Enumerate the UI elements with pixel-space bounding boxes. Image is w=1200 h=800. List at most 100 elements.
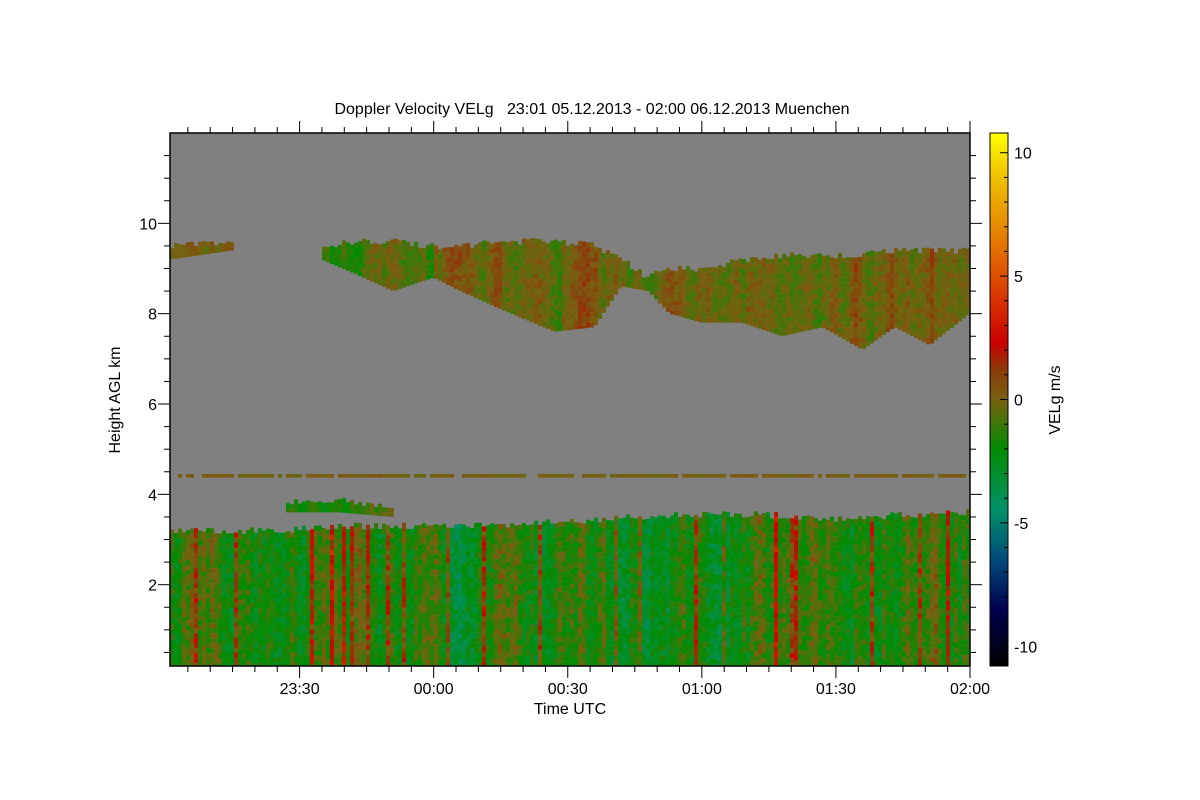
heatmap-cell [602, 612, 606, 618]
heatmap-cell [706, 512, 710, 518]
heatmap-cell [274, 652, 278, 658]
heatmap-cell [226, 608, 230, 614]
heatmap-cell [838, 571, 842, 577]
heatmap-cell [250, 562, 254, 568]
heatmap-cell [750, 630, 754, 636]
heatmap-cell [626, 664, 630, 666]
heatmap-cell [490, 593, 494, 599]
heatmap-cell [638, 646, 642, 652]
heatmap-cell [178, 558, 182, 564]
heatmap-cell [458, 524, 462, 529]
heatmap-cell [826, 609, 830, 615]
heatmap-cell [542, 656, 546, 662]
heatmap-cell [850, 574, 854, 580]
heatmap-cell [482, 616, 486, 622]
heatmap-cell [294, 636, 298, 642]
heatmap-cell [622, 522, 626, 528]
heatmap-cell [774, 592, 778, 597]
heatmap-cell [678, 536, 682, 542]
heatmap-cell [678, 636, 682, 642]
heatmap-cell [262, 590, 266, 596]
heatmap-cell [378, 624, 382, 629]
heatmap-cell [594, 517, 598, 523]
heatmap-cell [466, 621, 470, 627]
heatmap-cell [462, 529, 466, 535]
heatmap-cell [422, 603, 426, 609]
heatmap-cell [262, 605, 266, 611]
heatmap-cell [550, 658, 554, 664]
heatmap-cell [522, 548, 526, 554]
heatmap-cell [342, 586, 346, 592]
heatmap-cell [554, 548, 558, 554]
heatmap-cell [286, 631, 290, 636]
heatmap-cell [478, 567, 482, 573]
heatmap-cell [586, 544, 590, 550]
heatmap-cell [550, 603, 554, 609]
heatmap-cell [630, 552, 634, 558]
heatmap-cell [362, 594, 366, 600]
heatmap-cell [246, 600, 250, 605]
heatmap-cell [550, 583, 554, 589]
heatmap-cell [430, 555, 434, 561]
heatmap-cell [746, 572, 750, 578]
heatmap-cell [398, 633, 402, 639]
heatmap-cell [778, 618, 782, 624]
heatmap-cell [394, 600, 398, 606]
heatmap-cell [458, 624, 462, 629]
heatmap-cell [194, 623, 198, 629]
heatmap-cell [382, 523, 386, 529]
heatmap-cell [242, 548, 246, 554]
heatmap-cell [258, 613, 262, 619]
heatmap-cell [642, 654, 646, 660]
heatmap-cell [634, 613, 638, 619]
heatmap-cell [194, 608, 198, 614]
heatmap-cell [294, 556, 298, 562]
heatmap-cell [746, 607, 750, 613]
heatmap-cell [590, 555, 594, 561]
heatmap-cell [406, 639, 410, 644]
heatmap-cell [730, 652, 734, 657]
heatmap-cell [682, 659, 686, 665]
heatmap-cell [442, 573, 446, 579]
heatmap-cell [730, 527, 734, 532]
heatmap-cell [342, 526, 346, 532]
heatmap-cell [786, 538, 790, 544]
heatmap-cell [602, 522, 606, 528]
heatmap-cell [602, 557, 606, 563]
heatmap-cell [182, 617, 186, 623]
heatmap-cell [614, 515, 618, 521]
heatmap-cell [350, 596, 354, 602]
heatmap-cell [766, 652, 770, 658]
heatmap-cell [378, 544, 382, 549]
heatmap-cell [262, 570, 266, 576]
heatmap-cell [642, 584, 646, 590]
heatmap-cell [334, 568, 338, 574]
heatmap-cell [750, 580, 754, 586]
heatmap-cell [802, 616, 806, 622]
heatmap-cell [354, 632, 358, 638]
heatmap-cell [818, 555, 822, 561]
heatmap-cell [370, 648, 374, 654]
heatmap-cell [322, 563, 326, 568]
heatmap-cell [458, 579, 462, 584]
heatmap-cell [598, 552, 602, 558]
heatmap-cell [582, 593, 586, 599]
heatmap-cell [646, 633, 650, 639]
heatmap-cell [658, 590, 662, 596]
heatmap-cell [270, 544, 274, 550]
heatmap-cell [494, 654, 498, 660]
heatmap-cell [410, 634, 414, 639]
heatmap-cell [806, 565, 810, 571]
heatmap-cell [702, 662, 706, 666]
heatmap-cell [242, 628, 246, 634]
heatmap-cell [430, 590, 434, 596]
heatmap-cell [818, 585, 822, 591]
heatmap-cell [498, 594, 502, 600]
heatmap-cell [222, 560, 226, 566]
heatmap-cell [586, 569, 590, 575]
heatmap-cell [178, 643, 182, 649]
heatmap-cell [202, 651, 206, 657]
heatmap-cell [198, 575, 202, 581]
heatmap-cell [462, 594, 466, 600]
heatmap-cell [250, 662, 254, 666]
